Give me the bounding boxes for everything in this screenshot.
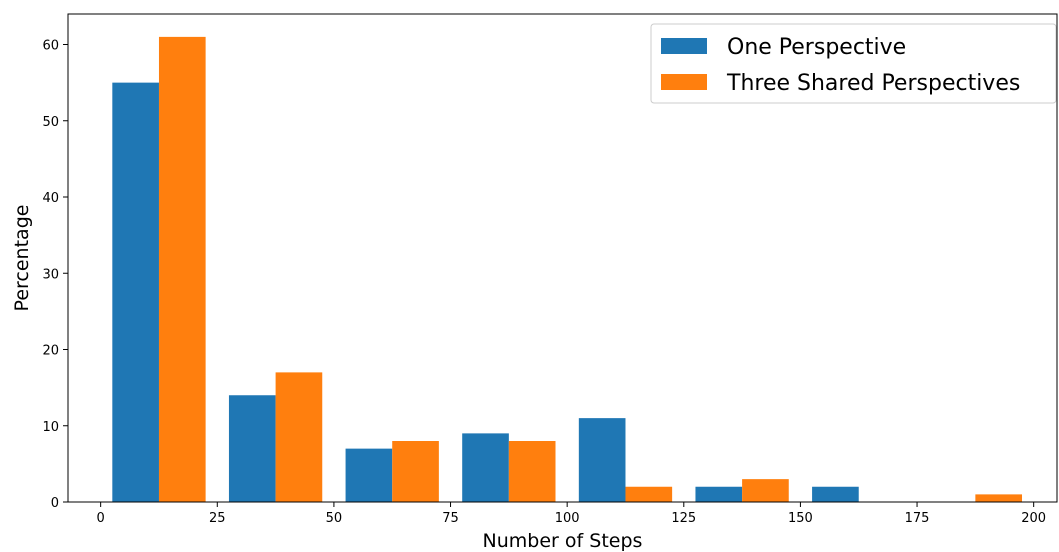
x-tick-label: 200: [1021, 511, 1046, 526]
bar-three-shared-perspectives-5: [742, 479, 789, 503]
x-tick-label: 175: [905, 511, 930, 526]
bar-one-perspective-2: [345, 448, 393, 503]
legend-swatch-one-perspective: [661, 38, 707, 54]
bar-one-perspective-1: [228, 395, 276, 502]
x-tick-label: 0: [97, 511, 105, 526]
legend-box: [650, 23, 1057, 104]
bar-three-shared-perspectives-4: [625, 486, 673, 502]
plot-frame: [67, 13, 1058, 503]
bar-one-perspective-3: [462, 433, 509, 503]
legend-swatch-three-shared-perspectives: [661, 74, 707, 90]
bar-three-shared-perspectives-6: [975, 494, 1023, 503]
y-axis-label: Percentage: [11, 205, 33, 312]
legend-label-three-shared-perspectives: Three Shared Perspectives: [726, 71, 1020, 96]
y-tick-label: 20: [42, 344, 59, 359]
bar-three-shared-perspectives-0: [158, 36, 206, 503]
y-tick-label: 40: [42, 191, 59, 206]
x-tick-label: 125: [671, 511, 696, 526]
x-tick-label: 100: [555, 511, 580, 526]
y-tick-label: 30: [42, 267, 59, 282]
y-tick-label: 60: [42, 39, 59, 54]
bars-layer: [112, 36, 1023, 503]
y-axis-ticks: 0 10 20 30 40 50 60: [42, 39, 68, 511]
x-tick-label: 150: [788, 511, 813, 526]
x-axis-ticks: 0 25 50 75 100 125 150 175 200: [97, 502, 1046, 526]
bar-one-perspective-5: [695, 486, 743, 502]
y-tick-label: 0: [51, 496, 59, 511]
bar-one-perspective-6: [812, 486, 859, 502]
y-tick-label: 50: [42, 115, 59, 130]
bar-one-perspective-0: [112, 82, 159, 503]
bar-three-shared-perspectives-2: [392, 441, 439, 502]
legend: One Perspective Three Shared Perspective…: [650, 23, 1057, 104]
x-tick-label: 75: [442, 511, 459, 526]
bar-three-shared-perspectives-1: [275, 372, 323, 503]
y-tick-label: 10: [42, 420, 59, 435]
x-tick-label: 50: [326, 511, 343, 526]
bar-one-perspective-4: [578, 418, 626, 503]
x-tick-label: 25: [209, 511, 226, 526]
legend-label-one-perspective: One Perspective: [727, 35, 906, 60]
bar-three-shared-perspectives-3: [508, 441, 556, 502]
x-axis-label: Number of Steps: [483, 530, 643, 552]
